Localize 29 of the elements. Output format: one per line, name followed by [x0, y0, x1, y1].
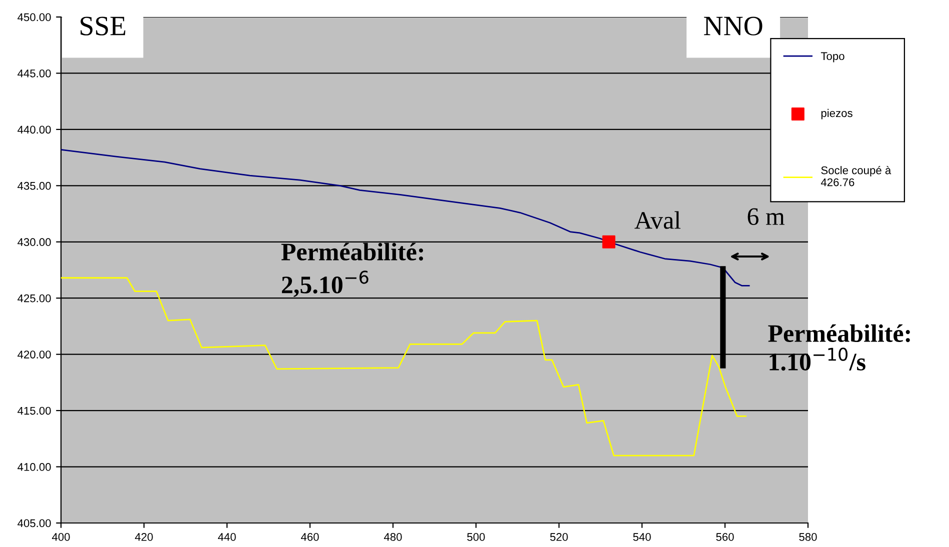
x-tick-label: 440 — [218, 533, 236, 541]
x-tick-label: 500 — [467, 533, 485, 541]
annotation: Aval — [634, 211, 681, 229]
x-tick-label: 480 — [384, 533, 402, 541]
y-tick-label: 420.00 — [18, 350, 51, 358]
annotation: 6 m — [748, 208, 785, 226]
y-tick-label: 405.00 — [18, 519, 51, 528]
y-tick-label: 435.00 — [18, 182, 51, 190]
annotation: Perméabilité: 2,5.10$^{−6}$ — [281, 242, 424, 298]
y-tick-label: 410.00 — [18, 463, 51, 471]
x-tick-label: 580 — [799, 533, 817, 541]
y-tick-label: 430.00 — [18, 238, 51, 246]
x-tick-label: 540 — [633, 533, 651, 541]
y-tick-label: 445.00 — [18, 69, 51, 78]
legend-label: piezos — [821, 108, 852, 120]
y-tick-label: 425.00 — [18, 294, 51, 302]
annotation: Perméabilité: 1.10$^{−10}$/s — [768, 324, 910, 371]
y-tick-label: 450.00 — [18, 13, 51, 22]
x-tick-label: 400 — [52, 533, 70, 541]
y-tick-label: 415.00 — [18, 406, 51, 415]
y-tick-label: 440.00 — [18, 126, 51, 134]
legend-label: Socle coupé à 426.76 — [820, 166, 892, 186]
x-tick-label: 460 — [300, 533, 319, 541]
legend-label: Topo — [820, 52, 844, 62]
x-tick-label: 420 — [134, 533, 153, 541]
annotation: SSE — [80, 16, 126, 36]
x-tick-label: 560 — [716, 533, 734, 541]
annotation: NNO — [704, 16, 762, 36]
x-tick-label: 520 — [550, 533, 568, 541]
